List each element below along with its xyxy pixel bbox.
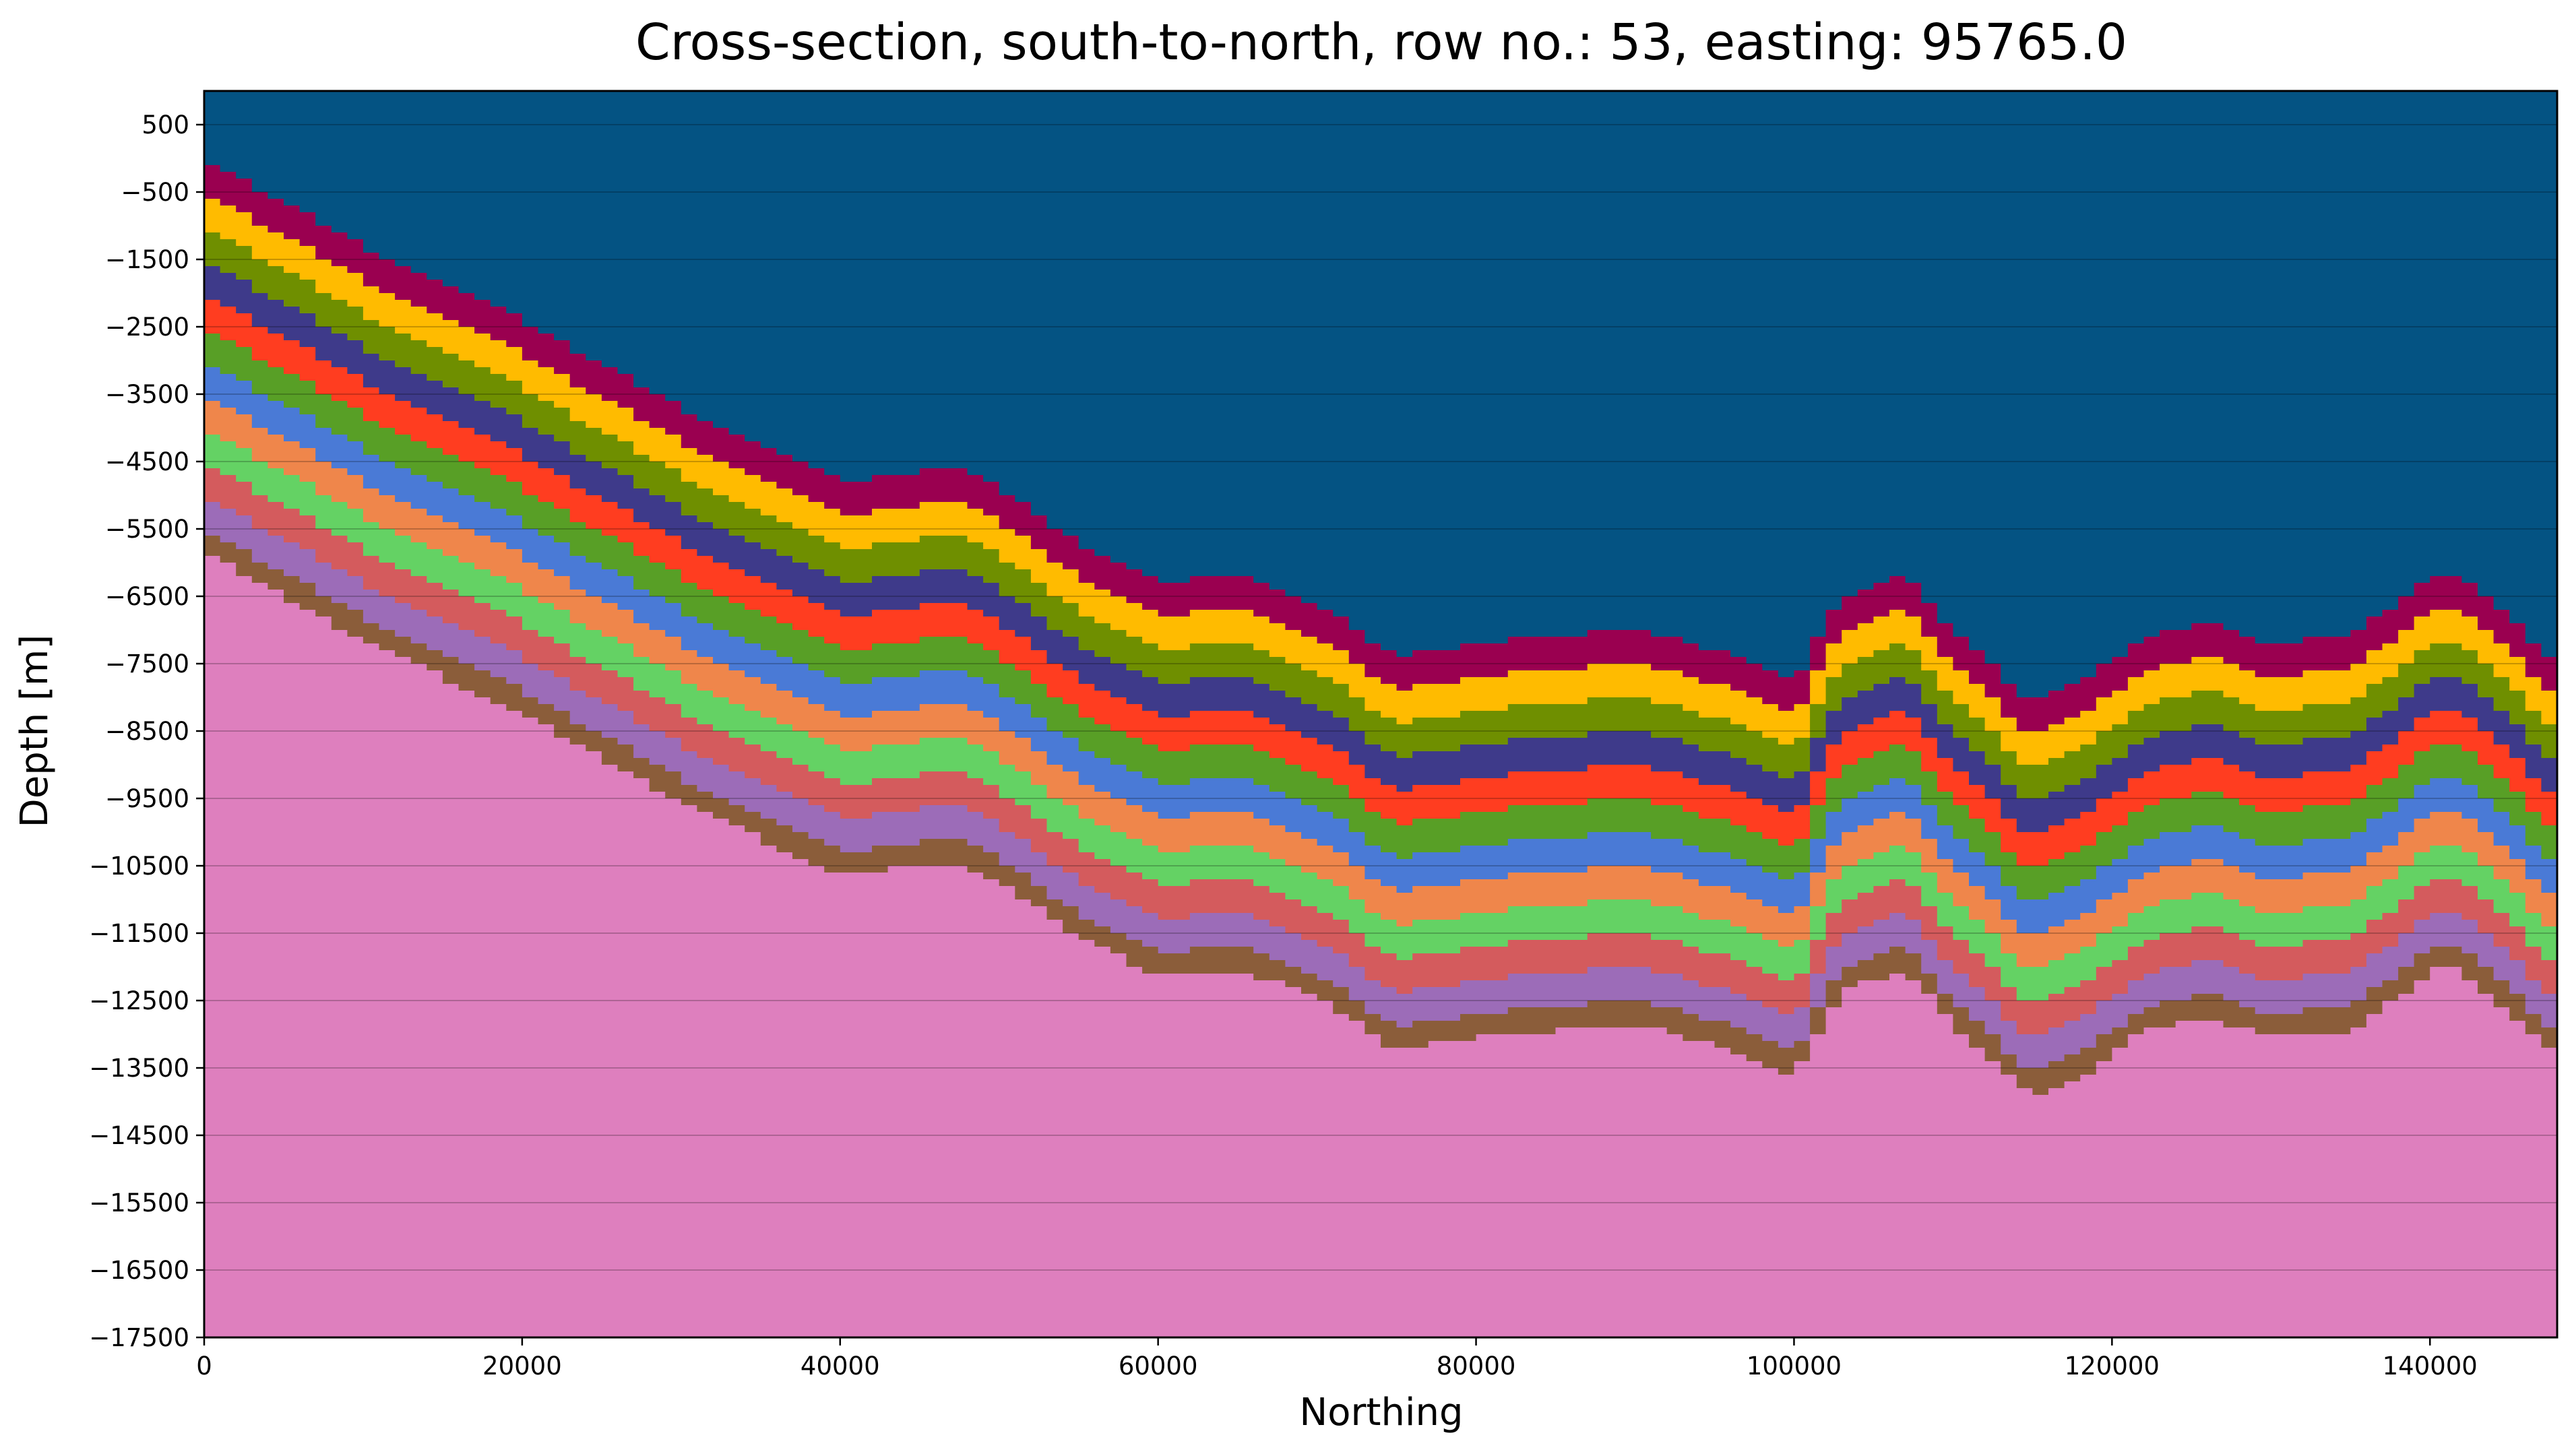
- y-tick-label: −1500: [105, 245, 189, 274]
- x-tick-label: 20000: [482, 1352, 562, 1381]
- x-axis-title: Northing: [1299, 1391, 1463, 1434]
- x-tick-label: 140000: [2383, 1352, 2478, 1381]
- y-tick-label: 500: [142, 110, 189, 139]
- y-tick-label: −5500: [105, 515, 189, 544]
- y-tick-label: −11500: [89, 919, 189, 948]
- y-tick-label: −12500: [89, 986, 189, 1015]
- y-tick-label: −8500: [105, 717, 189, 746]
- x-tick-label: 80000: [1437, 1352, 1516, 1381]
- y-tick-label: −16500: [89, 1256, 189, 1285]
- y-tick-label: −500: [121, 178, 189, 207]
- plot-area: [203, 90, 2559, 1339]
- basement-fill: [204, 556, 2557, 1337]
- chart-title: Cross-section, south-to-north, row no.: …: [635, 13, 2127, 71]
- y-tick-label: −3500: [105, 380, 189, 409]
- x-tick-label: 40000: [801, 1352, 880, 1381]
- y-tick-label: −6500: [105, 582, 189, 611]
- y-tick-label: −13500: [89, 1054, 189, 1083]
- y-axis-title: Depth [m]: [13, 635, 57, 828]
- x-tick-label: 100000: [1747, 1352, 1842, 1381]
- y-tick-label: −17500: [89, 1323, 189, 1352]
- y-tick-label: −14500: [89, 1121, 189, 1150]
- x-tick-label: 120000: [2065, 1352, 2160, 1381]
- x-tick-label: 60000: [1119, 1352, 1198, 1381]
- y-tick-label: −15500: [89, 1189, 189, 1217]
- x-axis: 0 20000 40000 60000 80000 100000 120000 140000: [196, 1337, 2478, 1381]
- x-tick-label: 0: [196, 1352, 212, 1381]
- y-tick-label: −10500: [89, 852, 189, 881]
- plot-frame: [203, 90, 2559, 1339]
- y-tick-label: −9500: [105, 784, 189, 813]
- y-axis: 500 −500 −1500 −2500 −3500 −4500 −5500 −6500 −75…: [89, 110, 204, 1352]
- y-tick-label: −4500: [105, 447, 189, 476]
- y-tick-label: −7500: [105, 650, 189, 678]
- y-tick-label: −2500: [105, 313, 189, 342]
